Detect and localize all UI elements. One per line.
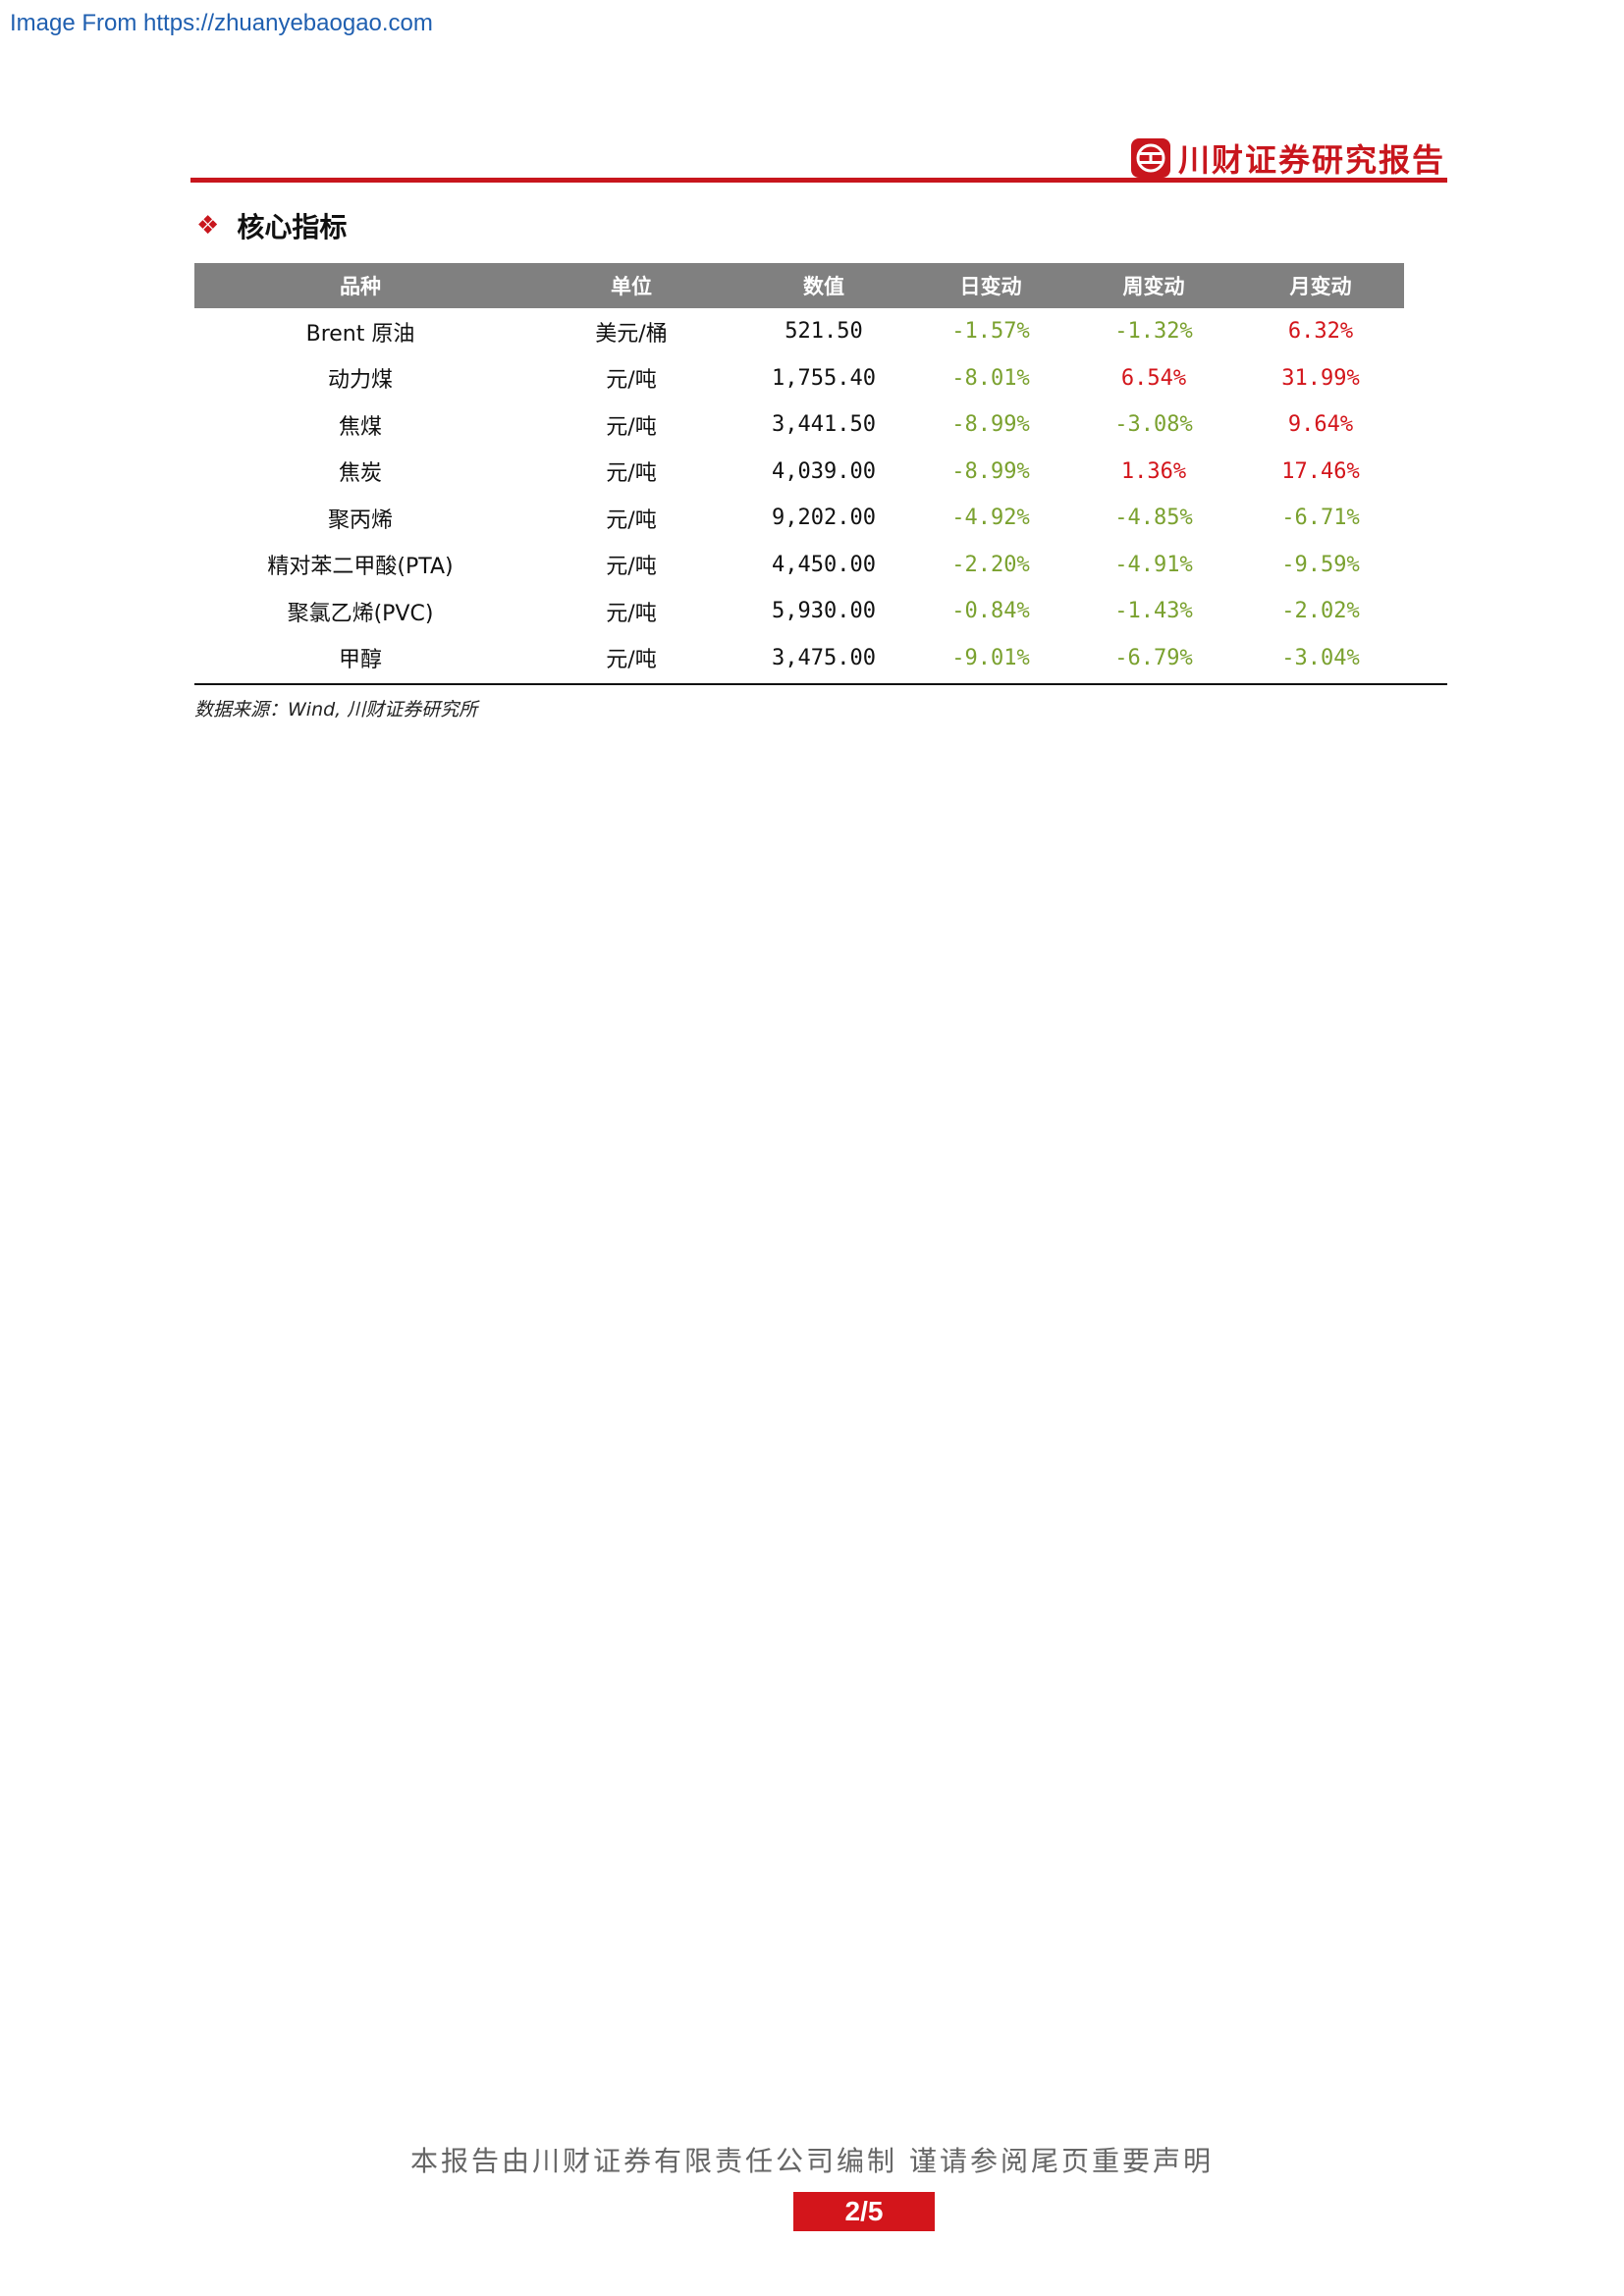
cell-daily-change: -8.99% <box>951 458 1030 484</box>
cell-daily-change: -2.20% <box>951 552 1030 577</box>
cell-monthly-change: -6.71% <box>1281 506 1360 531</box>
cell-unit: 元/吨 <box>606 648 657 673</box>
cell-daily-change: -8.01% <box>951 365 1030 391</box>
chuancai-logo-icon <box>1130 138 1170 178</box>
cell-weekly-change: -6.79% <box>1114 645 1193 670</box>
table-header: 品种 单位 数值 日变动 周变动 月变动 <box>194 263 1404 308</box>
section-heading: ❖ 核心指标 <box>196 206 347 245</box>
cell-unit: 元/吨 <box>606 461 657 487</box>
cell-daily-change: -9.01% <box>951 645 1030 670</box>
cell-weekly-change: -1.43% <box>1114 599 1193 624</box>
column-header: 品种 <box>340 275 381 298</box>
data-source-note: 数据来源：Wind, 川财证券研究所 <box>194 699 478 721</box>
cell-name: 聚氯乙烯(PVC) <box>287 601 434 626</box>
column-header: 日变动 <box>959 275 1022 298</box>
table-row: 焦炭 元/吨 4,039.00 -8.99% 1.36% 17.46% <box>194 449 1404 496</box>
header-rule <box>190 178 1447 183</box>
cell-name: Brent 原油 <box>305 321 415 347</box>
cell-monthly-change: 6.32% <box>1287 319 1354 345</box>
cell-unit: 元/吨 <box>606 368 657 394</box>
footer-disclaimer: 本报告由川财证券有限责任公司编制 谨请参阅尾页重要声明 <box>410 2145 1214 2177</box>
cell-weekly-change: 6.54% <box>1120 365 1187 391</box>
column-header: 数值 <box>803 275 844 298</box>
column-header: 单位 <box>611 275 652 298</box>
cell-weekly-change: 1.36% <box>1120 458 1187 484</box>
column-header: 月变动 <box>1289 275 1352 298</box>
cell-value: 5,930.00 <box>772 599 876 624</box>
cell-value: 3,475.00 <box>772 645 876 670</box>
cell-name: 动力煤 <box>327 368 393 394</box>
cell-monthly-change: -3.04% <box>1281 645 1360 670</box>
cell-value: 4,039.00 <box>772 458 876 484</box>
cell-weekly-change: -4.85% <box>1114 506 1193 531</box>
table-body: Brent 原油 美元/桶 521.50 -1.57% -1.32% 6.32% 动力煤 元/… <box>194 308 1447 681</box>
table-row: Brent 原油 美元/桶 521.50 -1.57% -1.32% 6.32% <box>194 308 1404 355</box>
page-number: 2/5 <box>793 2192 935 2231</box>
cell-name: 甲醇 <box>338 648 382 673</box>
cell-daily-change: -1.57% <box>951 319 1030 345</box>
table-row: 精对苯二甲酸(PTA) 元/吨 4,450.00 -2.20% -4.91% -9.59% <box>194 542 1404 589</box>
cell-unit: 元/吨 <box>606 555 657 580</box>
table-row: 动力煤 元/吨 1,755.40 -8.01% 6.54% 31.99% <box>194 355 1404 402</box>
cell-value: 521.50 <box>785 319 863 345</box>
cell-name: 焦炭 <box>338 461 382 487</box>
cell-name: 聚丙烯 <box>327 507 393 533</box>
cell-weekly-change: -1.32% <box>1114 319 1193 345</box>
cell-value: 9,202.00 <box>772 506 876 531</box>
indicator-table: 品种 单位 数值 日变动 周变动 月变动 Brent 原油 美元/桶 521.50 -… <box>194 263 1447 721</box>
section-title: 核心指标 <box>237 211 348 243</box>
cell-value: 1,755.40 <box>772 365 876 391</box>
cell-unit: 元/吨 <box>606 507 657 533</box>
cell-weekly-change: -3.08% <box>1114 412 1193 438</box>
table-row: 甲醇 元/吨 3,475.00 -9.01% -6.79% -3.04% <box>194 635 1404 682</box>
cell-monthly-change: 17.46% <box>1281 458 1360 484</box>
brand-header: 川财证券研究报告 <box>1130 135 1445 181</box>
table-bottom-rule <box>194 683 1447 685</box>
cell-monthly-change: 9.64% <box>1287 412 1354 438</box>
cell-daily-change: -0.84% <box>951 599 1030 624</box>
cell-value: 3,441.50 <box>772 412 876 438</box>
cell-unit: 美元/桶 <box>595 321 668 347</box>
cell-daily-change: -4.92% <box>951 506 1030 531</box>
table-row: 焦煤 元/吨 3,441.50 -8.99% -3.08% 9.64% <box>194 401 1404 449</box>
column-header: 周变动 <box>1122 275 1185 298</box>
cell-weekly-change: -4.91% <box>1114 552 1193 577</box>
cell-monthly-change: 31.99% <box>1281 365 1360 391</box>
brand-title: 川财证券研究报告 <box>1177 141 1445 179</box>
table-row: 聚丙烯 元/吨 9,202.00 -4.92% -4.85% -6.71% <box>194 495 1404 542</box>
cell-value: 4,450.00 <box>772 552 876 577</box>
cell-unit: 元/吨 <box>606 601 657 626</box>
cell-monthly-change: -9.59% <box>1281 552 1360 577</box>
cell-daily-change: -8.99% <box>951 412 1030 438</box>
watermark-link[interactable]: Image From https://zhuanyebaogao.com <box>10 10 433 36</box>
table-row: 聚氯乙烯(PVC) 元/吨 5,930.00 -0.84% -1.43% -2.02% <box>194 588 1404 635</box>
cell-monthly-change: -2.02% <box>1281 599 1360 624</box>
cell-name: 焦煤 <box>338 414 382 440</box>
diamond-bullet-icon: ❖ <box>196 211 220 240</box>
cell-unit: 元/吨 <box>606 414 657 440</box>
cell-name: 精对苯二甲酸(PTA) <box>267 555 454 580</box>
